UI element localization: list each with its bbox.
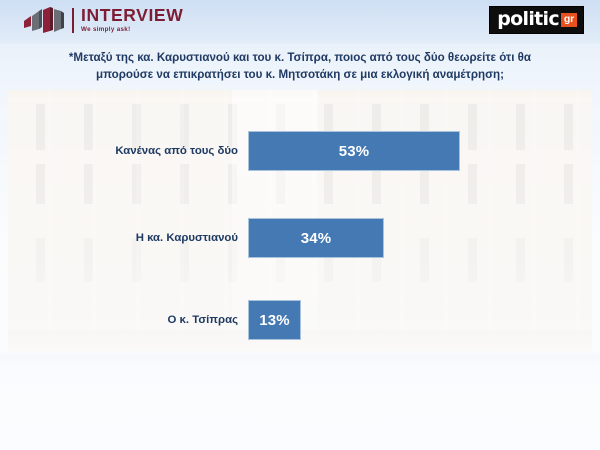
interview-logo-name: INTERVIEW — [81, 5, 184, 25]
bar-segment[interactable]: 53% — [248, 131, 460, 171]
bar-category-label: Κανένας από τους δύο — [115, 145, 238, 157]
poll-question: *Μεταξύ της κα. Καρυστιανού και του κ. Τ… — [68, 51, 532, 81]
logo-divider — [72, 7, 74, 33]
bar-value-label: 53% — [338, 142, 370, 160]
bar-segment[interactable]: 34% — [248, 218, 384, 258]
politic-logo-word: politic — [497, 8, 559, 30]
interview-logo[interactable]: INTERVIEW We simply ask! — [24, 5, 183, 35]
bar-value-label: 13% — [259, 311, 290, 329]
politic-gr-logo[interactable]: politic gr — [489, 6, 584, 34]
bar-category-label: Η κα. Καρυστιανού — [135, 232, 238, 244]
interview-logo-tagline: We simply ask! — [81, 26, 131, 33]
politic-logo-gr-badge: gr — [560, 12, 577, 27]
bar-category-label: Ο κ. Τσίπρας — [167, 314, 238, 326]
bar-row: Ο κ. Τσίπρας 13% — [0, 300, 600, 340]
bar-value-label: 34% — [300, 229, 332, 247]
bar-chart-logo-icon — [24, 7, 66, 33]
bar-chart: Κανένας από τους δύο 53% Η κα. Καρυστιαν… — [0, 95, 600, 355]
bar-row: Η κα. Καρυστιανού 34% — [0, 218, 600, 258]
bar-row: Κανένας από τους δύο 53% — [0, 131, 600, 171]
interview-wordmark: INTERVIEW We simply ask! — [81, 5, 184, 33]
bar-segment[interactable]: 13% — [248, 300, 301, 340]
header-bar: INTERVIEW We simply ask! politic gr — [0, 0, 600, 40]
